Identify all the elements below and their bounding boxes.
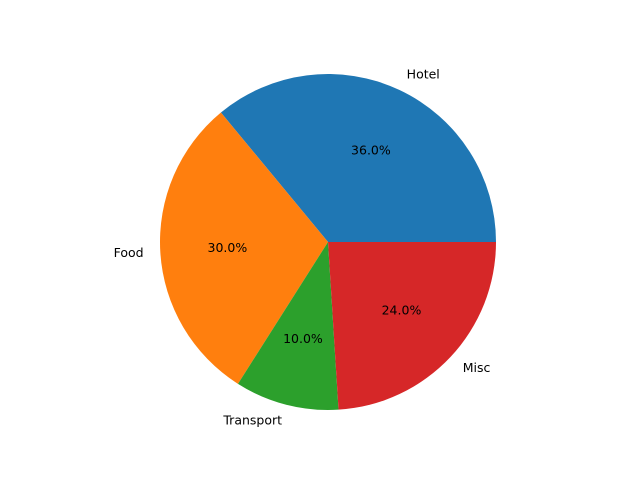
category-label-misc: Misc [463, 360, 491, 375]
pie-slice-transport [237, 242, 339, 410]
pie-slice-food [159, 112, 328, 384]
category-label-hotel: Hotel [407, 66, 440, 81]
percent-label-transport: 10.0% [283, 331, 323, 346]
pie-slice-misc [328, 242, 496, 410]
pie-slices [159, 73, 496, 410]
pie-slice-hotel [220, 73, 496, 242]
percent-label-hotel: 36.0% [351, 142, 391, 157]
percent-label-misc: 24.0% [382, 303, 422, 318]
category-label-transport: Transport [222, 412, 282, 427]
category-label-food: Food [114, 245, 144, 260]
percent-label-food: 30.0% [208, 240, 248, 255]
pie-labels: Hotel 36.0% Food 30.0% Transport 10.0% Misc 24.… [114, 66, 491, 427]
